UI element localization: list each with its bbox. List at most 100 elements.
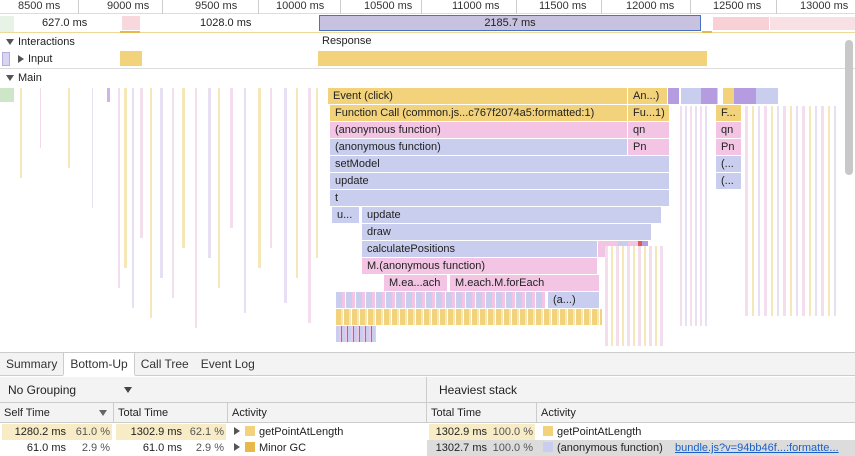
activity-name: Minor GC xyxy=(259,442,307,454)
flame-setmodel[interactable]: setModel xyxy=(330,156,670,172)
flame-u-dots[interactable]: u... xyxy=(332,207,360,223)
flame-m-each-foreach[interactable]: M.each.M.forEach xyxy=(450,275,600,291)
flame-calculate-positions[interactable]: calculatePositions xyxy=(362,241,598,257)
activity-header[interactable]: Activity xyxy=(232,407,267,419)
input-event-bar[interactable] xyxy=(318,51,707,66)
collapse-triangle-icon[interactable] xyxy=(6,39,14,45)
flame-update[interactable]: update xyxy=(362,207,662,223)
activity-header[interactable]: Activity xyxy=(541,407,576,419)
activity-cell: (anonymous function) xyxy=(543,440,663,456)
flame-m-anonymous[interactable]: M.(anonymous function) xyxy=(362,258,598,274)
flame-event-click[interactable]: Event (click) xyxy=(328,88,628,104)
function-color-icon xyxy=(543,442,553,452)
gc-color-icon xyxy=(245,442,255,452)
table-row[interactable]: 1280.2 ms 61.0 % 1302.9 ms 62.1 % getPoi… xyxy=(0,424,426,440)
flame-anon-dots[interactable]: (a...) xyxy=(548,292,600,308)
frame-block-selected[interactable]: 2185.7 ms xyxy=(319,15,701,31)
frame-block[interactable] xyxy=(122,16,140,30)
scripting-color-icon xyxy=(245,426,255,436)
activity-block xyxy=(605,246,665,346)
input-label: Input xyxy=(28,53,53,65)
frame-bracket xyxy=(702,31,712,33)
activity-block xyxy=(150,88,152,318)
activity-block xyxy=(160,88,163,278)
flame-misc-row[interactable] xyxy=(668,88,778,104)
flame-m-each-ach[interactable]: M.ea...ach xyxy=(384,275,448,291)
flame-update[interactable]: update xyxy=(330,173,670,189)
flame-paren[interactable]: (... xyxy=(716,156,742,172)
activity-name: getPointAtLength xyxy=(557,426,642,438)
tick-label: 12000 ms xyxy=(626,0,675,12)
frame-block[interactable] xyxy=(770,17,855,30)
total-time-percent: 100.0 % xyxy=(492,442,533,454)
activity-block xyxy=(195,88,197,328)
input-marker-icon xyxy=(2,52,10,66)
vertical-scrollbar[interactable] xyxy=(845,40,853,175)
flame-f-dots[interactable]: F... xyxy=(716,105,742,121)
frame-block[interactable] xyxy=(713,17,769,30)
total-time-value: 1302.9 ms xyxy=(130,426,182,438)
activity-block xyxy=(124,88,127,268)
collapse-triangle-icon[interactable] xyxy=(6,75,14,81)
activity-cell: getPointAtLength xyxy=(543,424,641,440)
grouping-select[interactable]: No Grouping xyxy=(8,382,77,397)
interactions-track-header[interactable]: Interactions xyxy=(6,35,75,49)
flame-function-call[interactable]: Function Call (common.js...c767f2074a5:f… xyxy=(330,105,628,121)
details-tabs: Summary Bottom-Up Call Tree Event Log xyxy=(0,352,855,376)
flame-pn[interactable]: Pn xyxy=(628,139,670,155)
total-time-percent: 100.0 % xyxy=(492,426,533,438)
activity-name: getPointAtLength xyxy=(259,426,344,438)
time-ruler[interactable]: 8500 ms 9000 ms 9500 ms 10000 ms 10500 m… xyxy=(0,0,855,14)
expand-triangle-icon[interactable] xyxy=(234,443,240,451)
flame-qn[interactable]: qn xyxy=(716,122,742,138)
main-track-header[interactable]: Main xyxy=(6,71,42,85)
total-time-fill xyxy=(429,424,535,440)
tab-call-tree[interactable]: Call Tree xyxy=(140,357,189,371)
activity-block xyxy=(92,88,93,208)
flame-draw[interactable]: draw xyxy=(362,224,652,240)
input-track-header[interactable]: Input xyxy=(2,51,52,67)
activity-block xyxy=(132,88,134,308)
tick-label: 13000 ms xyxy=(800,0,849,12)
flame-chart[interactable]: Event (click) An...) Function Call (comm… xyxy=(0,86,845,348)
grouping-dropdown[interactable]: No Grouping xyxy=(0,377,426,403)
bottom-up-table-header: Self Time Total Time Activity xyxy=(0,403,426,423)
tick-label: 8500 ms xyxy=(18,0,61,12)
flame-qn[interactable]: qn xyxy=(628,122,670,138)
table-row[interactable]: 1302.9 ms 100.0 % getPointAtLength xyxy=(427,424,855,440)
table-row[interactable]: 61.0 ms 2.9 % 61.0 ms 2.9 % Minor GC xyxy=(0,440,426,456)
activity-block xyxy=(745,106,840,316)
flame-anonymous-function[interactable]: (anonymous function) xyxy=(330,139,628,155)
tab-summary[interactable]: Summary xyxy=(6,357,58,371)
flame-t[interactable]: t xyxy=(330,190,670,206)
frame-block[interactable] xyxy=(0,16,14,32)
activity-name: (anonymous function) xyxy=(557,442,663,454)
flame-anonymous-function[interactable]: (anonymous function) xyxy=(330,122,628,138)
total-time-header[interactable]: Total Time xyxy=(427,403,537,423)
total-time-header[interactable]: Total Time xyxy=(114,403,228,423)
input-event-bar[interactable] xyxy=(120,51,142,66)
chevron-down-icon[interactable] xyxy=(124,386,133,393)
total-time-percent: 2.9 % xyxy=(195,442,224,454)
activity-block xyxy=(244,88,246,313)
tick-line xyxy=(690,0,691,14)
tab-bottom-up[interactable]: Bottom-Up xyxy=(63,353,135,376)
expand-triangle-icon[interactable] xyxy=(18,55,24,63)
activity-block xyxy=(284,88,287,303)
source-link[interactable]: bundle.js?v=94bb46f...:formatte... xyxy=(675,442,839,454)
frame-duration: 2185.7 ms xyxy=(484,17,536,29)
self-time-value: 1280.2 ms xyxy=(14,426,66,438)
expand-triangle-icon[interactable] xyxy=(234,427,240,435)
flame-pn[interactable]: Pn xyxy=(716,139,742,155)
activity-block xyxy=(258,88,261,268)
self-time-header[interactable]: Self Time xyxy=(0,403,114,423)
activity-block xyxy=(308,88,311,323)
tab-event-log[interactable]: Event Log xyxy=(200,357,255,371)
tick-line xyxy=(78,0,79,14)
flame-fu1[interactable]: Fu...1) xyxy=(628,105,670,121)
frame-baseline xyxy=(0,32,855,33)
flame-event-an[interactable]: An...) xyxy=(628,88,668,104)
table-row-selected[interactable]: 1302.7 ms 100.0 % (anonymous function) b… xyxy=(427,440,855,456)
activity-cell: Minor GC xyxy=(234,440,306,456)
flame-paren[interactable]: (... xyxy=(716,173,742,189)
